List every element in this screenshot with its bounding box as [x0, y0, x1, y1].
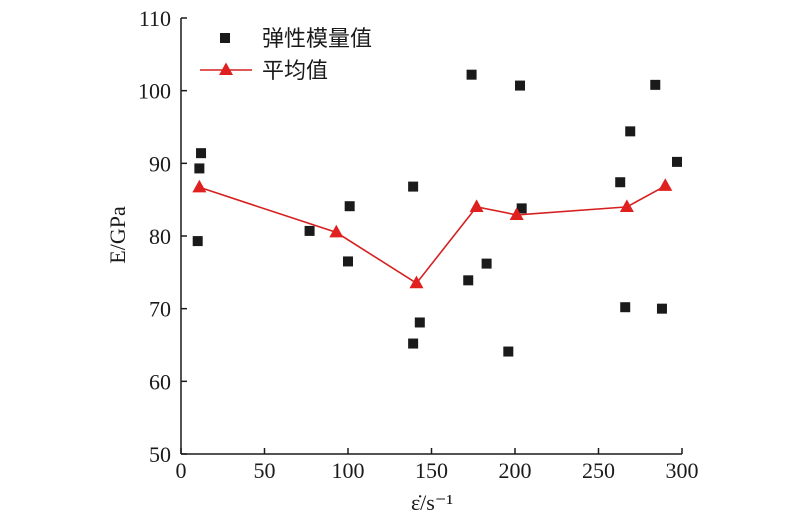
x-axis-title: ε̇/s⁻¹ — [411, 490, 453, 515]
data-point-square — [463, 275, 474, 286]
average-point-triangle — [619, 199, 634, 212]
average-point-triangle — [509, 207, 524, 220]
average-line — [199, 185, 666, 285]
data-point-square — [344, 201, 355, 212]
legend-label-average: 平均值 — [262, 59, 328, 84]
x-tick-label: 250 — [582, 458, 615, 483]
legend-marker-triangle — [219, 62, 233, 76]
data-point-square — [671, 156, 682, 167]
data-point-square — [515, 80, 526, 91]
data-point-square — [656, 303, 667, 314]
y-tick-label: 80 — [149, 224, 171, 249]
y-tick-label: 90 — [149, 151, 171, 176]
data-point-square — [414, 317, 425, 328]
data-point-square — [466, 69, 477, 80]
average-point-triangle — [192, 179, 207, 193]
data-point-square — [625, 126, 636, 137]
average-point-triangle — [329, 224, 344, 238]
data-point-square — [304, 225, 315, 236]
data-point-square — [408, 181, 419, 192]
y-tick-label: 60 — [149, 369, 171, 394]
x-tick-label: 200 — [499, 458, 532, 483]
y-tick-label: 110 — [139, 6, 171, 31]
data-point-square — [620, 302, 631, 313]
data-point-square — [516, 203, 527, 214]
data-point-square — [192, 236, 203, 247]
data-point-square — [196, 148, 207, 159]
x-tick-label: 300 — [666, 458, 699, 483]
data-point-square — [408, 338, 419, 349]
y-tick-label: 100 — [138, 79, 171, 104]
y-axis-title: E/GPa — [105, 206, 130, 264]
legend-marker-square — [220, 33, 230, 43]
data-point-square — [615, 177, 626, 188]
average-point-triangle — [658, 178, 673, 191]
y-tick-label: 70 — [149, 297, 171, 322]
data-point-square — [650, 79, 661, 90]
x-tick-label: 100 — [332, 458, 365, 483]
average-point-triangle — [409, 275, 424, 289]
data-point-square — [343, 256, 353, 267]
x-tick-label: 50 — [254, 458, 276, 483]
data-point-square — [503, 346, 514, 357]
x-tick-label: 150 — [415, 458, 448, 483]
x-tick-label: 0 — [176, 458, 187, 483]
data-point-square — [481, 258, 492, 269]
y-tick-label: 50 — [149, 442, 171, 467]
plot-area — [192, 69, 682, 357]
legend-label-modulus: 弹性模量值 — [262, 27, 372, 52]
average-point-triangle — [469, 199, 484, 212]
data-point-square — [194, 163, 205, 174]
